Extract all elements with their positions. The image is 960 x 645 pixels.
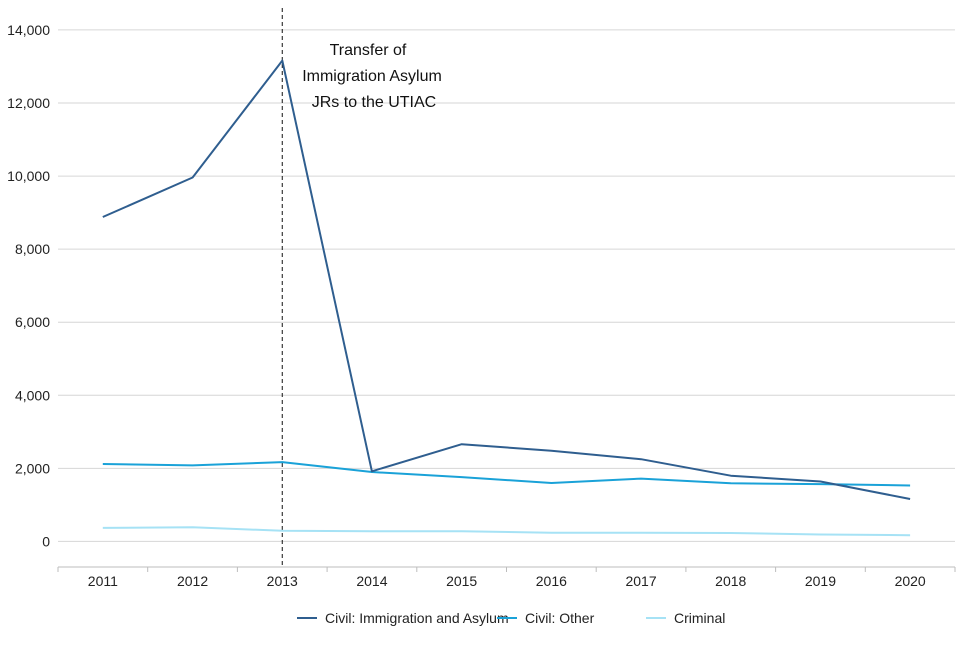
x-tick-label: 2020 <box>895 573 926 589</box>
y-tick-label: 14,000 <box>7 22 50 38</box>
y-tick-label: 8,000 <box>15 241 50 257</box>
y-tick-label: 6,000 <box>15 314 50 330</box>
x-tick-label: 2016 <box>536 573 567 589</box>
x-tick-label: 2012 <box>177 573 208 589</box>
y-tick-label: 10,000 <box>7 168 50 184</box>
legend-label: Criminal <box>674 610 725 626</box>
x-tick-label: 2011 <box>88 573 118 589</box>
y-tick-label: 4,000 <box>15 387 50 403</box>
series-line-civil-immigration-and-asylum <box>102 59 911 500</box>
series-line-criminal <box>102 526 911 537</box>
legend-label: Civil: Other <box>525 610 595 626</box>
gridlines <box>58 29 955 542</box>
legend: Civil: Immigration and Asylum Civil: Othe… <box>297 610 725 626</box>
annotation-line-2: Immigration Asylum <box>302 68 442 85</box>
series-lines <box>102 59 911 537</box>
legend-label: Civil: Immigration and Asylum <box>325 610 509 626</box>
annotation-line-3: JRs to the UTIAC <box>312 94 436 111</box>
axes: 0 2,000 4,000 6,000 8,000 10,000 12,000 14,000 2… <box>7 22 956 589</box>
y-tick-label: 0 <box>42 533 50 549</box>
x-tick-label: 2013 <box>267 573 298 589</box>
x-tick-label: 2015 <box>446 573 477 589</box>
y-tick-label: 12,000 <box>7 95 50 111</box>
x-tick-label: 2018 <box>715 573 746 589</box>
annotation-line-1: Transfer of <box>330 42 407 59</box>
x-tick-label: 2019 <box>805 573 836 589</box>
series-line-civil-other <box>102 461 911 487</box>
x-tick-label: 2014 <box>356 573 387 589</box>
y-tick-label: 2,000 <box>15 460 50 476</box>
x-tick-label: 2017 <box>625 573 656 589</box>
annotation: Transfer of Immigration Asylum JRs to th… <box>281 8 442 567</box>
